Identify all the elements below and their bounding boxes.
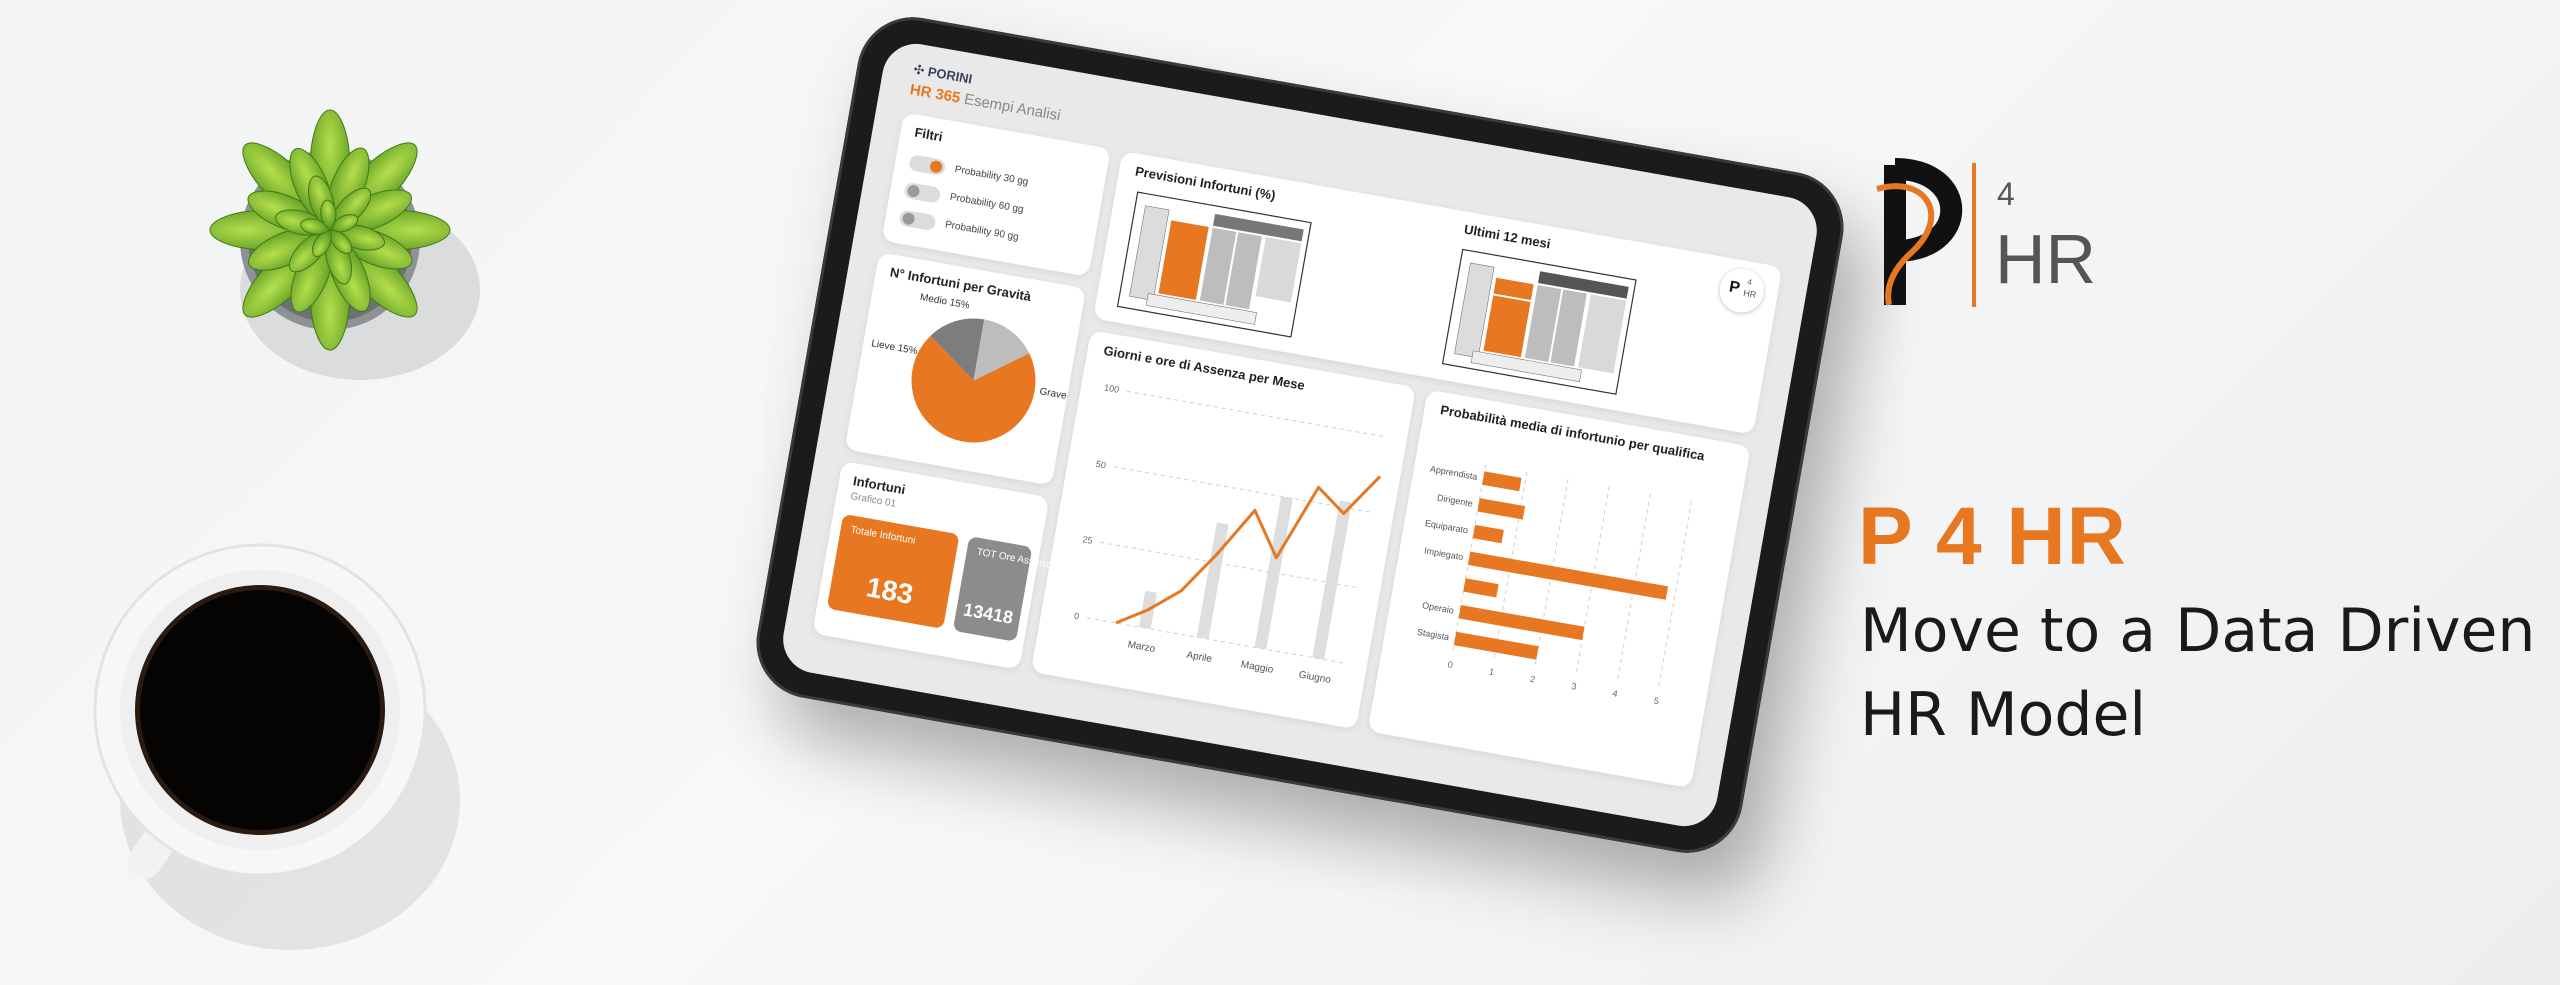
floorplan-title-right: Ultimi 12 mesi: [1462, 221, 1552, 252]
kpi-total-injuries[interactable]: Totale Infortuni 183: [826, 513, 960, 629]
pie-slice-medio[interactable]: [973, 319, 1034, 389]
qualification-bar-card: Probabilità media di infortunio per qual…: [1367, 389, 1751, 789]
filter-label-30: Probability 30 gg: [953, 164, 1030, 188]
kpi-total-injuries-label: Totale Infortuni: [849, 524, 917, 547]
severity-pie-card: N° Infortuni per Gravità Grave 70% Lieve …: [844, 252, 1087, 486]
severity-pie-chart: Grave 70% Lieve 15% Medio 15%: [870, 292, 1081, 452]
injuries-kpi-card: Infortuni Grafico 01 Totale Infortuni 18…: [812, 460, 1056, 670]
floorplan-forecast-card: Previsioni Infortuni (%) Ultimi 12 mesi: [1093, 150, 1783, 435]
absence-line-chart: 0 25 50 100 Marzo Aprile Maggio Giugno: [1073, 382, 1388, 687]
line-chart-xtick: Aprile: [1186, 650, 1214, 665]
p4hr-logo-mark: [1876, 158, 1976, 307]
line-chart-ytick: 50: [1095, 459, 1107, 471]
brand-title: P 4 HR: [1858, 491, 2127, 582]
line-chart-gridline: [1113, 466, 1374, 514]
filter-label-90: Probability 90 gg: [944, 219, 1020, 244]
coffee-cup-image: [93, 543, 460, 950]
dashboard-title-highlight: HR 365: [908, 81, 962, 107]
dashboard-screen: ✣ PORINI HR 365 Esempi Analisi Filtri Pr…: [777, 38, 1823, 832]
line-chart-bar[interactable]: [1254, 496, 1293, 650]
hbar-chart-category-label: Equiparato: [1424, 518, 1469, 535]
p4hr-logo-num: 4: [1997, 176, 2015, 212]
pie-slice-grave[interactable]: [902, 334, 1041, 452]
kpi-total-injuries-value: 183: [864, 571, 916, 610]
hbar-chart-xtick: 1: [1488, 667, 1495, 678]
hbar-chart-category-label: Impiegato: [1423, 545, 1464, 562]
hbar-chart-xtick: 4: [1612, 688, 1619, 699]
kpi-total-absence-hours[interactable]: TOT Ore Assenza 13418: [952, 536, 1056, 642]
hbar-chart-bar[interactable]: [1482, 471, 1522, 492]
line-chart-gridline: [1100, 541, 1361, 589]
porini-logo-icon: ✣: [912, 61, 926, 79]
hbar-chart-xtick: 2: [1529, 674, 1536, 685]
hbar-chart-category-label: Dirigente: [1436, 493, 1473, 509]
p4hr-badge-num: 4: [1746, 277, 1753, 288]
hbar-chart-xtick: 5: [1653, 696, 1660, 707]
filters-title: Filtri: [913, 124, 944, 145]
p4hr-badge-letter: P: [1727, 278, 1742, 298]
line-chart-xtick: Marzo: [1127, 639, 1157, 655]
hbar-chart-category-label: Apprendista: [1429, 464, 1478, 482]
tablet-frame: ✣ PORINI HR 365 Esempi Analisi Filtri Pr…: [747, 8, 1853, 862]
filter-toggle-30[interactable]: [908, 154, 947, 177]
p4hr-logo: 4 HR: [1876, 158, 2095, 307]
floorplan-last12-map: [1441, 248, 1637, 395]
hbar-chart-bar[interactable]: [1458, 605, 1585, 641]
p4hr-logo-text: HR: [1995, 220, 2095, 298]
filter-toggle-60[interactable]: [903, 181, 942, 204]
hbar-chart-xtick: 0: [1447, 659, 1454, 670]
line-chart-gridline: [1086, 617, 1348, 665]
line-chart-gridline: [1126, 390, 1388, 438]
p4hr-badge-text: HR: [1742, 287, 1758, 301]
pie-label-2: Medio 15%: [919, 292, 970, 312]
filters-card: Filtri Probability 30 gg Probability 60 …: [881, 112, 1111, 277]
filter-label-60: Probability 60 gg: [949, 191, 1025, 216]
line-chart-ytick: 100: [1103, 382, 1120, 394]
floorplan-forecast-map: [1116, 191, 1312, 338]
brand-tagline-line2: HR Model: [1860, 680, 2147, 750]
absence-line-card: Giorni e ore di Assenza per Mese 0 25 50 10…: [1030, 330, 1417, 730]
line-chart-ytick: 0: [1073, 611, 1080, 622]
hbar-chart-bar[interactable]: [1477, 498, 1526, 520]
line-chart-bar[interactable]: [1196, 522, 1229, 640]
hbar-chart-category-label: Operaio: [1421, 600, 1454, 615]
pie-slice-lieve[interactable]: [924, 311, 985, 381]
p4hr-badge: P 4 HR: [1716, 265, 1768, 317]
line-chart-series[interactable]: [1115, 436, 1382, 664]
qualification-bar-chart: 0 1 2 3 4 5 Apprendista Dirigente Equiparato Impi…: [1416, 464, 1693, 707]
brand-tagline-line1: Move to a Data Driven: [1860, 596, 2536, 666]
line-chart-bar[interactable]: [1312, 500, 1352, 660]
pie-label-1: Lieve 15%: [870, 338, 918, 357]
dashboard-title-rest: Esempi Analisi: [962, 90, 1062, 125]
succulent-plant-image: [209, 109, 480, 380]
porini-logo-text: PORINI: [926, 63, 974, 87]
tablet-device: ✣ PORINI HR 365 Esempi Analisi Filtri Pr…: [747, 8, 1853, 862]
hbar-chart-xtick: 3: [1571, 681, 1578, 692]
hbar-chart-bar[interactable]: [1472, 524, 1504, 544]
hbar-chart-bar[interactable]: [1467, 551, 1669, 600]
line-chart-xtick: Maggio: [1240, 659, 1275, 676]
hbar-chart-category-label: Stagista: [1416, 627, 1450, 642]
line-chart-ytick: 25: [1082, 534, 1094, 546]
line-chart-xtick: Giugno: [1298, 670, 1332, 687]
pie-label-0: Grave 70%: [1039, 386, 1081, 406]
kpi-total-absence-hours-value: 13418: [961, 599, 1015, 628]
filter-toggle-90[interactable]: [898, 209, 937, 232]
hbar-chart-bar[interactable]: [1453, 631, 1539, 660]
hbar-chart-bar[interactable]: [1463, 578, 1499, 598]
